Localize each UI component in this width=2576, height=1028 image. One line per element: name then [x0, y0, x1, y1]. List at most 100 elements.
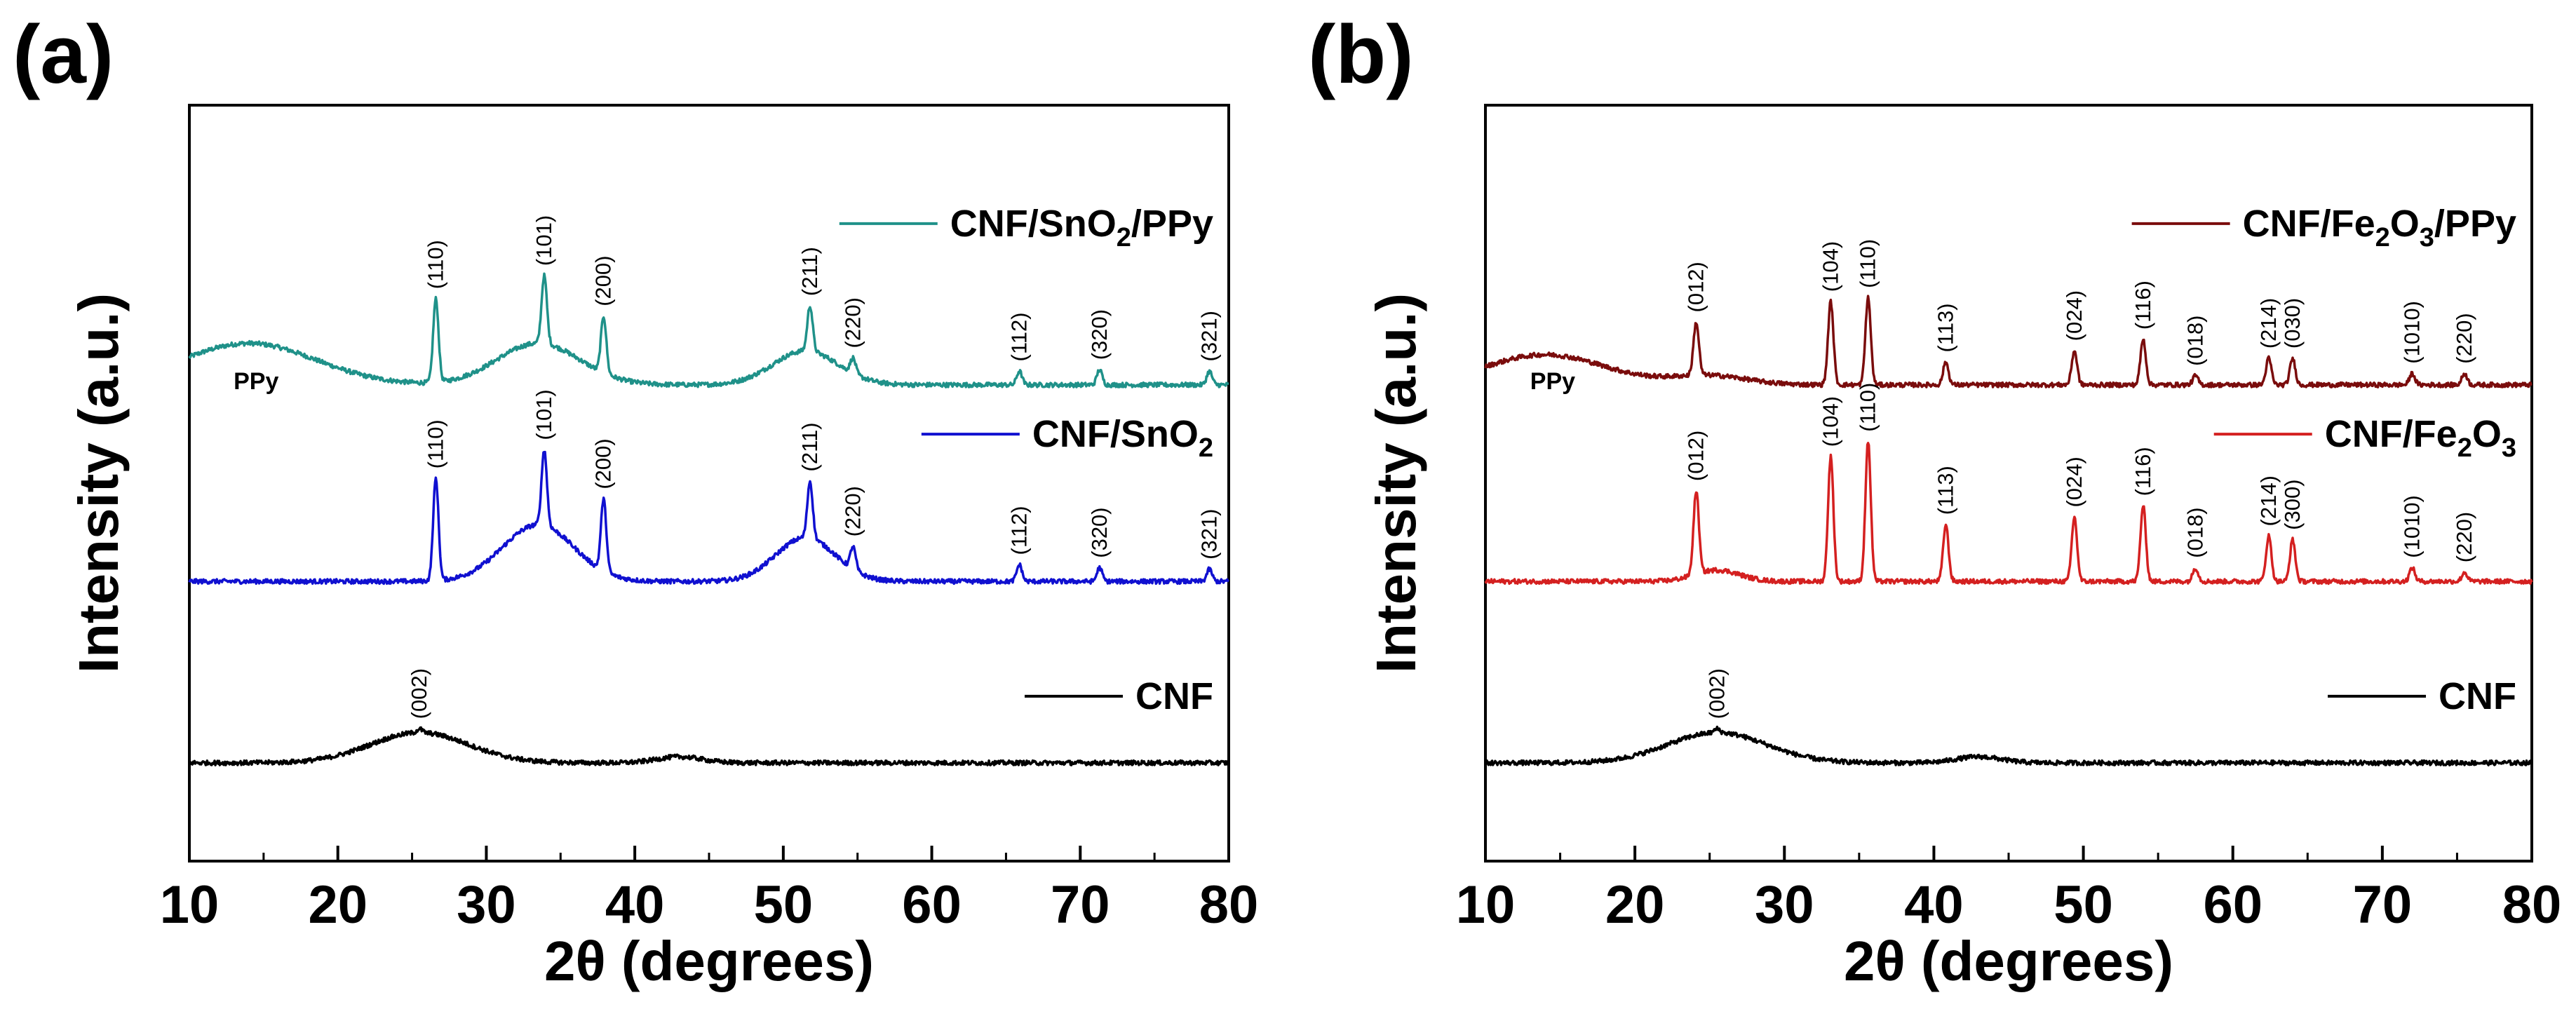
legend-label: CNF — [1135, 675, 1213, 717]
legend-subscript: 3 — [2502, 433, 2516, 463]
x-axis-title: 2θ (degrees) — [544, 930, 874, 992]
legend-label: CNF/Fe2O3/PPy — [2243, 203, 2516, 252]
x-tick-label: 80 — [2502, 875, 2562, 935]
peak-label: (112) — [1006, 506, 1031, 555]
peak-label: (1010) — [2399, 301, 2424, 364]
peak-label: (104) — [1818, 396, 1842, 447]
y-axis-title: Intensity (a.u.) — [1365, 293, 1427, 673]
peak-label: (110) — [423, 240, 447, 289]
peak-label: (200) — [591, 438, 616, 489]
annotation-label: PPy — [234, 368, 278, 395]
x-axis-title: 2θ (degrees) — [1844, 930, 2173, 992]
peak-label: (024) — [2062, 456, 2086, 507]
legend-text: CNF/SnO — [1032, 413, 1199, 455]
peak-label: (320) — [1087, 507, 1112, 557]
peak-label: (110) — [423, 419, 447, 468]
peak-label: (220) — [2452, 313, 2476, 363]
legend-label: CNF — [2439, 675, 2516, 717]
series-line — [1484, 725, 2533, 766]
series-line — [189, 726, 1230, 766]
legend-text: /PPy — [1131, 203, 1213, 245]
peak-label: (1010) — [2399, 495, 2424, 558]
x-tick-label: 50 — [754, 875, 814, 935]
x-tick-label: 70 — [2353, 875, 2413, 935]
x-tick-label: 40 — [1904, 875, 1964, 935]
peak-label: (104) — [1818, 241, 1842, 292]
series-cnf-fe2o3: (012) (104) (110) (113) (024) (116) (018) (214)… — [1484, 383, 2533, 586]
legend-text: CNF/Fe — [2243, 203, 2375, 245]
legend-label: CNF/Fe2O3 — [2325, 413, 2516, 463]
series-cnf-fe2o3-ppy: (012) (104) (110) (113) (024) (116) (018) (214)… — [1484, 203, 2533, 395]
legend-subscript: 2 — [2375, 223, 2390, 252]
legend-text: CNF/Fe — [2325, 413, 2457, 455]
x-tick-label: 30 — [457, 875, 516, 935]
peak-label: (101) — [532, 215, 556, 266]
peak-label: (002) — [407, 668, 431, 719]
peak-label: (113) — [1933, 303, 1957, 352]
annotation-label: PPy — [1530, 368, 1575, 395]
chart-panel-a: (a) 10 20 30 40 50 60 70 80 2θ (degrees) Intensity… — [13, 8, 1258, 992]
series-cnf: (002) CNF — [189, 668, 1230, 766]
series-line — [188, 272, 1229, 388]
legend-text: O — [2390, 203, 2420, 245]
peak-label: (112) — [1006, 312, 1031, 361]
peak-label: (002) — [1704, 668, 1729, 719]
legend-subscript: 3 — [2420, 223, 2434, 252]
peak-label: (321) — [1196, 509, 1221, 560]
peak-label: (012) — [1684, 431, 1708, 481]
x-tick-label: 50 — [2054, 875, 2113, 935]
peak-label: (116) — [2131, 280, 2155, 330]
panel-label: (a) — [13, 8, 114, 101]
peak-label: (321) — [1196, 311, 1221, 361]
series-line — [188, 450, 1229, 586]
peak-label: (116) — [2131, 447, 2155, 496]
peak-label: (300) — [2280, 479, 2305, 529]
peak-label: (214) — [2256, 298, 2281, 349]
legend-label: CNF/SnO2/PPy — [950, 203, 1213, 252]
peak-label: (320) — [1087, 309, 1112, 360]
peak-label: (220) — [2452, 512, 2476, 562]
peak-label: (110) — [1856, 383, 1880, 432]
peak-label: (200) — [591, 255, 616, 306]
x-tick-label: 40 — [605, 875, 665, 935]
x-tick-label: 30 — [1755, 875, 1814, 935]
series-cnf: (002) CNF — [1484, 668, 2533, 766]
x-tick-label: 10 — [160, 875, 220, 935]
peak-label: (211) — [797, 247, 822, 296]
peak-label: (113) — [1933, 466, 1957, 515]
legend-subscript: 2 — [2457, 433, 2472, 463]
legend-subscript: 2 — [1199, 433, 1213, 463]
peak-label: (018) — [2183, 507, 2207, 557]
series-cnf-sno2: (110) (101) (200) (211) (220) (112) (320) (321)… — [188, 389, 1229, 586]
chart-panel-b: (b) 10 20 30 40 50 60 70 80 2θ (degrees) Intensity… — [1308, 8, 2561, 992]
x-tick-label: 80 — [1199, 875, 1259, 935]
peak-label: (220) — [840, 486, 865, 536]
peak-label: (024) — [2062, 290, 2086, 341]
peak-label: (214) — [2256, 475, 2281, 526]
series-cnf-sno2-ppy: (110) (101) (200) (211) (220) (112) (320) (321)… — [188, 203, 1229, 395]
x-tick-label: 20 — [308, 875, 367, 935]
legend-text: CNF — [2439, 675, 2516, 717]
x-tick-label: 60 — [2203, 875, 2263, 935]
legend-subscript: 2 — [1117, 223, 1131, 252]
legend-text: CNF — [1135, 675, 1213, 717]
peak-label: (030) — [2280, 298, 2305, 349]
peak-label: (018) — [2183, 316, 2207, 366]
x-tick-label: 10 — [1456, 875, 1516, 935]
peak-label: (220) — [840, 297, 865, 348]
series-line — [1484, 442, 2533, 586]
peak-label: (101) — [532, 389, 556, 440]
x-tick-label: 70 — [1051, 875, 1110, 935]
legend-label: CNF/SnO2 — [1032, 413, 1213, 463]
x-tick-label: 60 — [902, 875, 962, 935]
peak-label: (012) — [1684, 262, 1708, 312]
series-line — [1484, 295, 2533, 388]
legend-text: O — [2472, 413, 2502, 455]
panel-label: (b) — [1308, 8, 1414, 101]
peak-label: (211) — [797, 422, 822, 471]
legend-text: CNF/SnO — [950, 203, 1117, 245]
peak-label: (110) — [1856, 239, 1880, 288]
legend-text: /PPy — [2434, 203, 2516, 245]
x-tick-label: 20 — [1605, 875, 1665, 935]
